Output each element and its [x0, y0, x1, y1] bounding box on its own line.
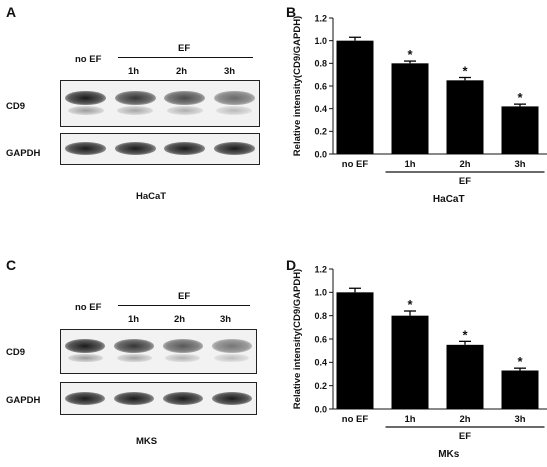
cell-line-label-c: MKS: [136, 436, 158, 447]
label-time-2h: 2h: [176, 66, 188, 77]
x-tick-label-0: no EF: [342, 159, 369, 170]
significance-mark-1: *: [407, 297, 413, 312]
gapdh-band: [65, 142, 107, 155]
cd9-lower-band: [117, 105, 154, 115]
y-tick-label: 0.6: [314, 81, 327, 91]
y-axis-label: Relative intensity(CD9/GAPDH): [292, 16, 303, 156]
cd9-band: [114, 90, 156, 106]
cd9-band: [211, 339, 252, 354]
panel-label-a: A: [6, 4, 17, 20]
row-label-gapdh: GAPDH: [6, 395, 41, 406]
x-tick-label-2: 2h: [459, 159, 470, 170]
label-time-3h: 3h: [220, 314, 232, 325]
cd9-band: [213, 90, 255, 106]
panel-label-c: C: [6, 257, 17, 273]
label-time-1h: 1h: [128, 314, 140, 325]
y-axis-label: Relative intensity(CD9/GAPDH): [292, 269, 303, 409]
blot-cd9-c: [60, 329, 257, 374]
y-tick-label: 1.0: [314, 36, 327, 46]
y-tick-label: 0.8: [314, 311, 327, 321]
label-no-ef: no EF: [75, 54, 102, 65]
bar-2: [446, 80, 484, 154]
group-label: EF: [459, 176, 471, 187]
y-tick-label: 0.8: [314, 59, 327, 69]
blot-gapdh-a: [60, 133, 260, 165]
cd9-lower-band: [214, 353, 250, 363]
gapdh-band: [164, 142, 206, 155]
row-label-cd9: CD9: [6, 347, 26, 358]
x-tick-label-2: 2h: [459, 414, 470, 425]
y-tick-label: 0.2: [314, 381, 327, 391]
y-tick-label: 0.4: [314, 358, 327, 368]
significance-mark-2: *: [462, 327, 468, 342]
x-axis-label: MKs: [438, 449, 460, 460]
cell-line-label-a: HaCaT: [136, 191, 167, 202]
y-tick-label: 1.0: [314, 288, 327, 298]
label-ef: EF: [178, 43, 191, 54]
gapdh-band: [162, 391, 203, 405]
label-time-3h: 3h: [224, 66, 236, 77]
group-label: EF: [459, 431, 471, 442]
label-ef: EF: [178, 291, 191, 302]
x-tick-label-3: 3h: [514, 159, 525, 170]
panel-label-b: B: [286, 4, 297, 20]
row-label-cd9: CD9: [6, 101, 26, 112]
bar-3: [501, 106, 539, 154]
x-axis-label: HaCaT: [433, 194, 465, 205]
cd9-lower-band: [165, 353, 201, 363]
gapdh-band: [211, 391, 252, 405]
gapdh-band: [114, 142, 156, 155]
y-tick-label: 1.2: [314, 264, 327, 274]
x-tick-label-3: 3h: [514, 414, 525, 425]
row-label-gapdh: GAPDH: [6, 148, 41, 159]
label-time-2h: 2h: [174, 314, 186, 325]
significance-mark-1: *: [407, 47, 413, 62]
bar-chart-b: 0.0 0.2 0.4 0.6 0.8 1.0 1.2 Relative intensity(…: [292, 13, 547, 205]
cd9-band: [114, 339, 155, 354]
label-time-1h: 1h: [128, 66, 140, 77]
bar-chart-d: 0.0 0.2 0.4 0.6 0.8 1.0 1.2 Relative intensity(…: [292, 264, 547, 460]
bar-1: [391, 315, 429, 409]
gapdh-band: [213, 142, 255, 155]
x-tick-label-1: 1h: [404, 159, 415, 170]
bar-2: [446, 344, 484, 409]
y-tick-label: 0.0: [314, 149, 327, 159]
x-tick-label-1: 1h: [404, 414, 415, 425]
gapdh-band: [65, 391, 106, 405]
gapdh-band: [114, 391, 155, 405]
significance-mark-2: *: [462, 64, 468, 79]
cd9-lower-band: [166, 105, 203, 115]
cd9-band: [65, 90, 107, 106]
label-no-ef: no EF: [75, 302, 102, 313]
bar-0: [336, 292, 374, 409]
panel-label-d: D: [286, 257, 297, 273]
y-tick-label: 0.2: [314, 127, 327, 137]
blot-cd9-a: [60, 80, 260, 127]
cd9-band: [162, 339, 203, 354]
cd9-lower-band: [67, 353, 103, 363]
x-tick-label-0: no EF: [342, 414, 369, 425]
cd9-band: [164, 90, 206, 106]
bar-3: [501, 370, 539, 409]
y-tick-label: 0.6: [314, 334, 327, 344]
significance-mark-3: *: [517, 90, 523, 105]
y-tick-label: 0.4: [314, 104, 327, 114]
cd9-lower-band: [116, 353, 152, 363]
cd9-lower-band: [216, 105, 253, 115]
cd9-lower-band: [67, 105, 104, 115]
y-tick-label: 0.0: [314, 404, 327, 414]
bar-1: [391, 63, 429, 155]
ef-bracket-line: [118, 305, 250, 306]
bar-0: [336, 40, 374, 154]
blot-gapdh-c: [60, 382, 257, 415]
cd9-band: [65, 339, 106, 354]
y-tick-label: 1.2: [314, 13, 327, 23]
significance-mark-3: *: [517, 354, 523, 369]
ef-bracket-line: [118, 57, 253, 58]
